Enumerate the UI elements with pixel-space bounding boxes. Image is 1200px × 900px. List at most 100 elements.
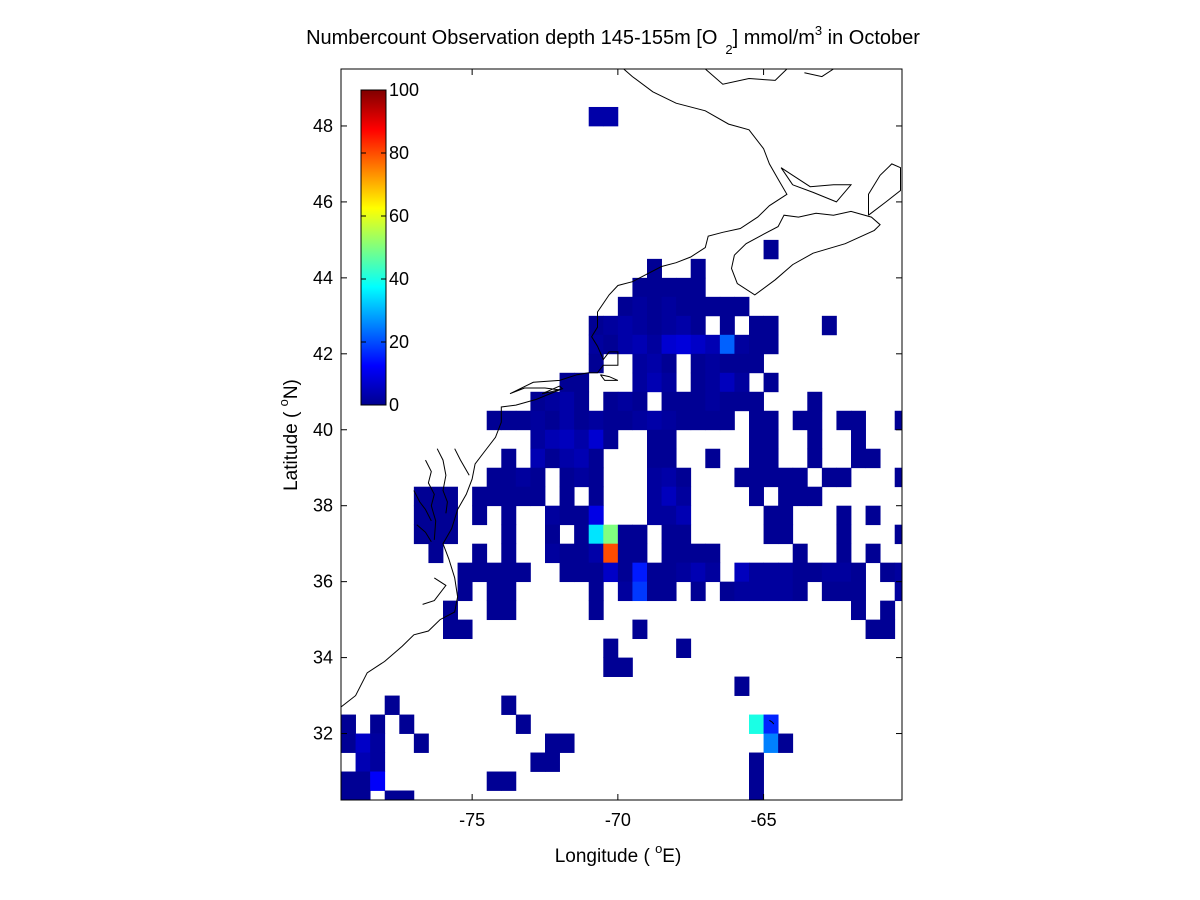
heatmap-cell [603,315,619,336]
heatmap-cell [661,429,677,450]
heatmap-cell [705,562,721,583]
heatmap-cell [647,486,662,507]
heatmap-cell [413,733,429,753]
colorbar-gradient [360,89,387,406]
heatmap-cell [472,486,488,507]
coastline-path [436,448,448,514]
heatmap-cell [749,353,764,374]
heatmap-cell [690,562,706,583]
heatmap-cell [734,581,750,602]
heatmap-cell [647,562,662,583]
heatmap-cell [545,410,560,431]
heatmap-cell [661,296,677,317]
heatmap-cell [545,733,560,753]
heatmap-cell [384,695,400,715]
colorbar-tick-label: 40 [389,269,409,289]
heatmap-cell [894,562,902,583]
heatmap-cell [821,562,837,583]
heatmap-cells [341,106,902,800]
heatmap-cell [559,505,575,526]
heatmap-cell [880,619,896,640]
heatmap-cell [486,771,502,791]
heatmap-cell [749,771,764,791]
heatmap-cell [413,524,429,545]
heatmap-cell [749,790,764,800]
heatmap-cell [676,562,692,583]
heatmap-cell [559,448,575,469]
heatmap-cell [894,410,902,431]
heatmap-cell [792,562,808,583]
heatmap-cell [705,334,721,355]
heatmap-cell [617,334,633,355]
heatmap-cell [792,467,808,488]
heatmap-cell [778,486,794,507]
heatmap-cell [661,353,677,374]
heatmap-cell [632,334,648,355]
heatmap-cell [603,524,619,545]
heatmap-cell [545,505,560,526]
heatmap-cell [428,543,444,564]
heatmap-cell [763,315,779,336]
heatmap-cell [734,391,750,412]
heatmap-cell [778,733,794,753]
heatmap-cell [778,467,794,488]
heatmap-cell [705,448,721,469]
coastline [341,69,901,725]
heatmap-cell [821,467,837,488]
heatmap-cell [588,448,604,469]
heatmap-cell [384,790,400,800]
heatmap-cell [676,638,692,658]
heatmap-cell [661,486,677,507]
heatmap-cell [647,372,662,393]
heatmap-cell [749,391,764,412]
heatmap-cell [530,467,546,488]
coastline-path [422,577,447,605]
heatmap-cell [559,467,575,488]
heatmap-cell [778,581,794,602]
colorbar-tick-label: 60 [389,206,409,226]
heatmap-cell [559,391,575,412]
heatmap-cell [632,543,648,564]
heatmap-cell [515,486,531,507]
heatmap-cell [530,410,546,431]
heatmap-cell [617,524,633,545]
heatmap-cell [501,524,517,545]
heatmap-cell [617,543,633,564]
heatmap-cell [632,277,648,298]
heatmap-cell [632,562,648,583]
heatmap-cell [632,581,648,602]
heatmap-cell [661,448,677,469]
heatmap-cell [355,790,371,800]
heatmap-cell [807,448,823,469]
heatmap-cell [807,562,823,583]
heatmap-cell [574,391,590,412]
heatmap-cell [807,391,823,412]
heatmap-cell [632,619,648,640]
heatmap-cell [851,600,866,621]
heatmap-cell [588,600,604,621]
heatmap-cell [617,581,633,602]
heatmap-cell [501,771,517,791]
heatmap-cell [632,372,648,393]
heatmap-cell [647,353,662,374]
heatmap-cell [676,467,692,488]
colorbar-tick-label: 80 [389,143,409,163]
heatmap-cell [413,486,429,507]
heatmap-cell [545,391,560,412]
heatmap-cell [530,752,546,772]
heatmap-cell [530,429,546,450]
heatmap-cell [719,581,735,602]
heatmap-cell [763,524,779,545]
heatmap-cell [647,505,662,526]
heatmap-cell [559,733,575,753]
heatmap-cell [413,505,429,526]
heatmap-cell [865,543,881,564]
heatmap-cell [574,410,590,431]
coastline-path [425,459,437,540]
heatmap-cell [617,296,633,317]
heatmap-cell [661,467,677,488]
heatmap-cell [676,296,692,317]
heatmap-cell [749,562,764,583]
heatmap-cell [676,277,692,298]
